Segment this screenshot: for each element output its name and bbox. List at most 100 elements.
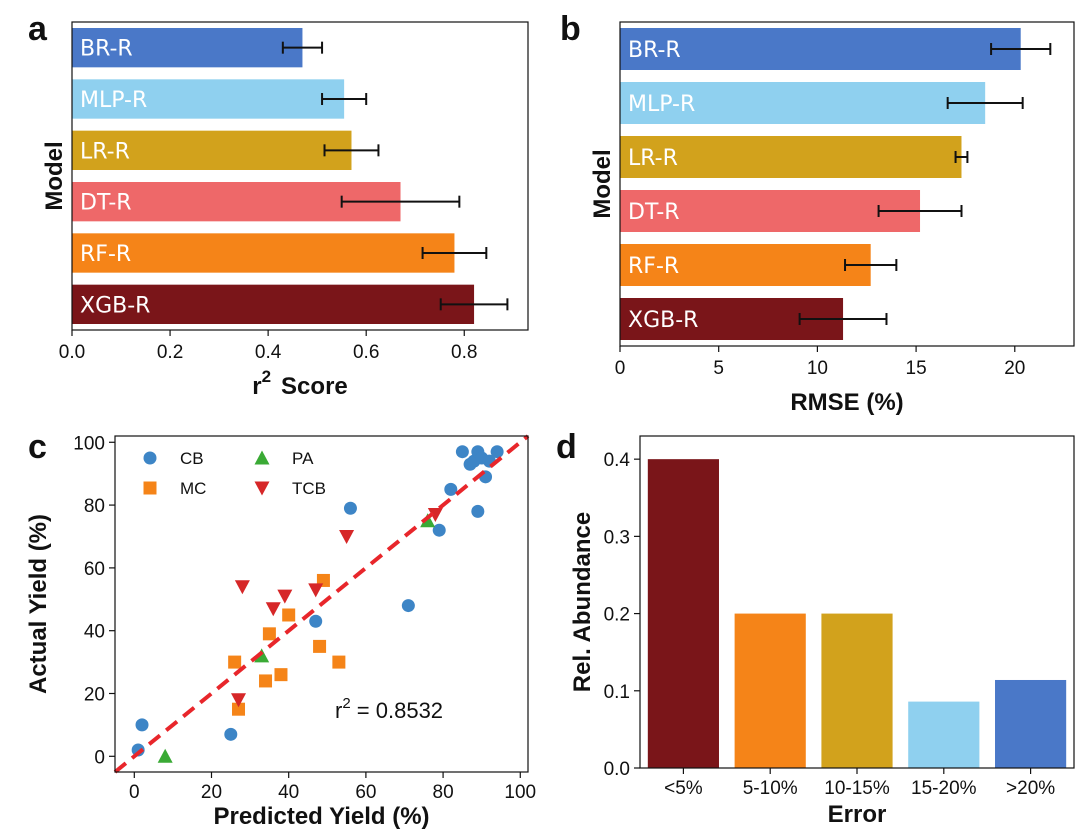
y-tick-label: 0 <box>94 747 105 768</box>
point-tcb <box>231 693 247 708</box>
bar-label: LR-R <box>628 146 678 171</box>
bar-label: MLP-R <box>80 88 147 113</box>
x-tick-label: <5% <box>664 778 703 799</box>
x-tick-label: 10-15% <box>824 778 890 799</box>
y-axis-label: Actual Yield (%) <box>25 514 52 694</box>
bar-xgb-r <box>72 284 475 324</box>
legend-label-tcb: TCB <box>292 479 326 498</box>
x-tick-label: 100 <box>504 782 536 803</box>
x-tick-label: 0 <box>615 358 626 379</box>
point-cb <box>490 445 504 459</box>
x-tick-label: 20 <box>1004 358 1025 379</box>
point-pa <box>157 748 173 763</box>
point-cb <box>455 445 469 459</box>
bar-1 <box>647 459 719 768</box>
x-axis-label: r2 Score <box>252 367 348 400</box>
bar-dt-r <box>620 190 921 232</box>
point-cb <box>224 727 238 741</box>
y-tick-label: 0.1 <box>604 682 630 703</box>
x-tick-label: 60 <box>355 782 376 803</box>
y-tick-label: 0.3 <box>604 527 630 548</box>
bar-5 <box>995 679 1067 768</box>
x-tick-label: 0.0 <box>59 342 85 363</box>
legend-label-pa: PA <box>292 449 314 468</box>
bar-2 <box>734 613 806 768</box>
x-tick-label: 15 <box>906 358 927 379</box>
point-tcb <box>277 589 293 604</box>
axes-frame <box>639 435 1075 769</box>
bar-br-r <box>72 28 303 68</box>
bar-br-r <box>620 28 1021 70</box>
bar-label: MLP-R <box>628 92 695 117</box>
x-tick-label: 0.4 <box>255 342 282 363</box>
x-tick-label: 5 <box>713 358 724 379</box>
point-tcb <box>339 529 355 544</box>
bar-label: XGB-R <box>628 308 698 333</box>
point-mc <box>332 655 346 669</box>
panel-letter: d <box>556 428 577 466</box>
panel-letter: b <box>560 10 581 48</box>
panel-b: b BR-R MLP-R LR-R DT-R RF-R XGB-R 0 5 10 15 20 RMSE … <box>560 10 1075 416</box>
point-tcb <box>427 508 443 523</box>
y-axis-label: Model <box>41 141 68 210</box>
point-mc <box>262 627 276 641</box>
y-axis-label: Model <box>589 149 616 218</box>
y-tick-label: 0.2 <box>604 605 630 626</box>
point-tcb <box>234 580 250 595</box>
x-tick-label: 0 <box>129 782 140 803</box>
bar-label: BR-R <box>628 38 681 63</box>
x-tick-label: 0.8 <box>451 342 477 363</box>
point-pa <box>420 513 436 528</box>
legend-marker-cb <box>143 451 157 465</box>
point-cb <box>343 501 357 515</box>
point-cb <box>471 504 485 518</box>
panel-d: d <5% 5-10% 10-15% 15-20% >20% 0.0 0.1 0.2 0.3 0.4… <box>556 428 1075 828</box>
legend-label-cb: CB <box>180 449 204 468</box>
bar-lr-r <box>620 136 962 178</box>
point-cb <box>444 482 458 496</box>
x-tick-label: 0.6 <box>353 342 379 363</box>
x-tick-label: 10 <box>807 358 828 379</box>
bar-3 <box>821 613 893 768</box>
bar-lr-r <box>72 130 352 170</box>
point-mc <box>274 668 288 682</box>
panel-letter: a <box>28 10 48 48</box>
axes-frame <box>114 435 529 773</box>
axes-frame <box>71 21 529 331</box>
x-axis-label: Error <box>828 801 887 828</box>
bar-label: XGB-R <box>80 293 150 318</box>
point-cb <box>309 614 323 628</box>
y-tick-label: 60 <box>84 559 105 580</box>
legend-marker-pa <box>254 450 270 465</box>
bar-label: BR-R <box>80 37 133 62</box>
point-mc <box>313 639 327 653</box>
panel-letter: c <box>28 428 47 466</box>
point-tcb <box>308 583 324 598</box>
bar-label: DT-R <box>628 200 680 225</box>
x-axis-label: RMSE (%) <box>790 389 903 416</box>
x-tick-label: 20 <box>201 782 222 803</box>
point-pa <box>254 648 270 663</box>
point-mc <box>259 674 273 688</box>
y-tick-label: 20 <box>84 684 105 705</box>
legend-label-mc: MC <box>180 479 206 498</box>
r2-annotation: r2 = 0.8532 <box>335 695 443 723</box>
panel-c: c 0 20 40 60 80 100 0 20 40 60 80 100 CB MC PA TCB r2 = 0… <box>25 428 536 830</box>
y-tick-label: 100 <box>73 433 105 454</box>
x-tick-label: 0.2 <box>157 342 183 363</box>
point-cb <box>135 718 149 732</box>
bar-4 <box>908 701 980 768</box>
bar-mlp-r <box>72 79 345 119</box>
bar-label: RF-R <box>80 242 131 267</box>
bar-label: RF-R <box>628 254 679 279</box>
fit-line <box>113 434 530 774</box>
point-mc <box>228 655 242 669</box>
y-tick-label: 40 <box>84 622 105 643</box>
bar-rf-r <box>72 233 455 273</box>
bar-label: DT-R <box>80 191 132 216</box>
point-mc <box>232 702 246 716</box>
axes-frame <box>619 21 1075 347</box>
y-tick-label: 0.4 <box>604 450 631 471</box>
x-tick-label: 15-20% <box>911 778 977 799</box>
